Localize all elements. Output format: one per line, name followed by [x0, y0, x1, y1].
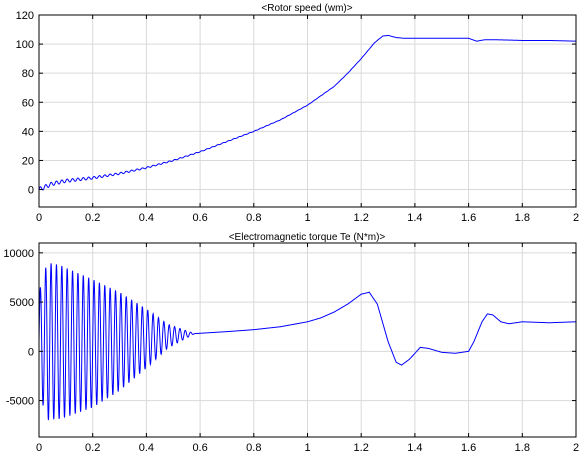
electromagnetic-torque-x-tick-label: 0.2 [85, 442, 100, 453]
rotor-speed-y-tick-label: 0 [28, 185, 34, 197]
electromagnetic-torque-x-tick-label: 1 [304, 442, 310, 453]
rotor-speed-y-tick-label: 80 [22, 68, 34, 80]
rotor-speed-x-tick-label: 1.2 [354, 212, 369, 224]
electromagnetic-torque-x-tick-label: 0.4 [139, 442, 154, 453]
rotor-speed-y-tick-label: 20 [22, 155, 34, 167]
electromagnetic-torque-title: <Electromagnetic torque Te (N*m)> [229, 232, 386, 243]
rotor-speed-x-tick-label: 2 [573, 212, 579, 224]
rotor-speed-y-tick-label: 120 [16, 10, 34, 22]
rotor-speed-y-tick-label: 60 [22, 97, 34, 109]
electromagnetic-torque-y-tick-label: 10000 [3, 248, 34, 260]
electromagnetic-torque-x-tick-label: 0 [36, 442, 42, 453]
electromagnetic-torque-series-line [39, 263, 576, 421]
rotor-speed-x-tick-label: 0.6 [192, 212, 207, 224]
electromagnetic-torque-y-tick-label: -5000 [6, 396, 34, 408]
electromagnetic-torque-x-tick-label: 1.2 [354, 442, 369, 453]
rotor-speed-x-tick-label: 0.4 [139, 212, 154, 224]
rotor-speed-x-tick-label: 1.4 [407, 212, 422, 224]
electromagnetic-torque-y-tick-label: 5000 [10, 297, 34, 309]
rotor-speed-plot: 0 0.2 0.4 0.6 0.8 1 1.2 1.4 1.6 1.8 20204060801001… [16, 3, 579, 224]
rotor-speed-x-tick-label: 0 [36, 212, 42, 224]
rotor-speed-y-tick-label: 40 [22, 126, 34, 138]
electromagnetic-torque-x-tick-label: 1.8 [515, 442, 530, 453]
rotor-speed-series-line [39, 34, 576, 191]
electromagnetic-torque-x-tick-label: 2 [573, 442, 579, 453]
electromagnetic-torque-x-tick-label: 0.6 [192, 442, 207, 453]
rotor-speed-x-tick-label: 1 [304, 212, 310, 224]
electromagnetic-torque-plot: 0 0.2 0.4 0.6 0.8 1 1.2 1.4 1.6 1.8 2 -5000 0 5000 100… [3, 232, 579, 453]
electromagnetic-torque-x-tick-label: 1.4 [407, 442, 422, 453]
rotor-speed-x-tick-label: 1.8 [515, 212, 530, 224]
rotor-speed-x-tick-label: 0.2 [85, 212, 100, 224]
rotor-speed-y-tick-label: 100 [16, 39, 34, 51]
rotor-speed-x-tick-label: 1.6 [461, 212, 476, 224]
rotor-speed-title: <Rotor speed (wm)> [261, 3, 352, 14]
rotor-speed-x-tick-label: 0.8 [246, 212, 261, 224]
electromagnetic-torque-y-tick-label: 0 [28, 346, 34, 358]
electromagnetic-torque-x-tick-label: 1.6 [461, 442, 476, 453]
electromagnetic-torque-x-tick-label: 0.8 [246, 442, 261, 453]
